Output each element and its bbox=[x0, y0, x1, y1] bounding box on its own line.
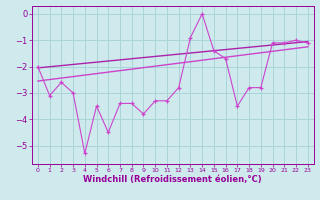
X-axis label: Windchill (Refroidissement éolien,°C): Windchill (Refroidissement éolien,°C) bbox=[84, 175, 262, 184]
